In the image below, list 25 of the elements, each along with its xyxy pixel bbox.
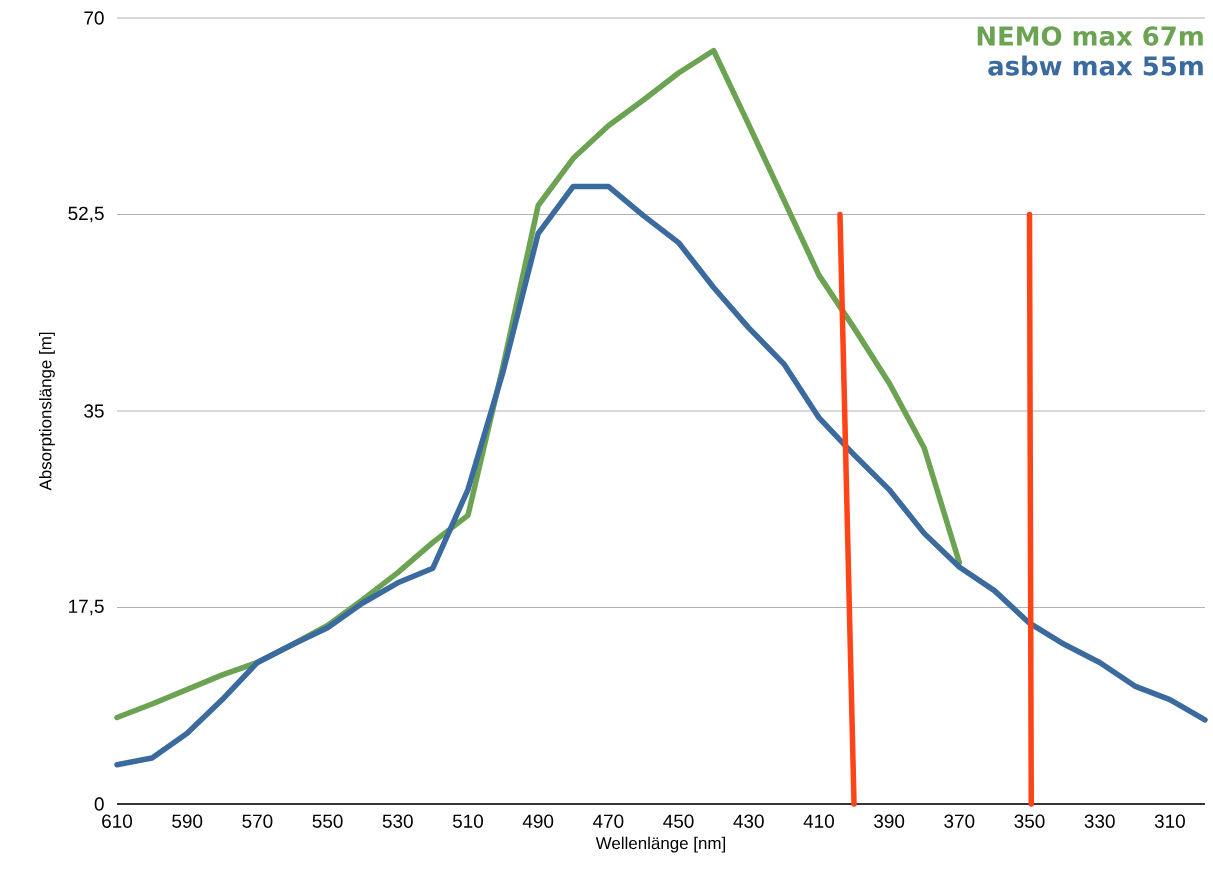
x-tick-label: 550 xyxy=(312,814,343,828)
y-tick-label: 17,5 xyxy=(69,599,104,616)
x-tick-label: 370 xyxy=(944,814,975,828)
x-tick-label: 450 xyxy=(663,814,694,828)
text: NEMO max 67m xyxy=(977,26,1203,46)
x-tick-label: 590 xyxy=(172,814,203,828)
x-tick-label: 470 xyxy=(592,814,624,828)
y-tick-label: 52,5 xyxy=(68,206,104,223)
x-tick-label: 570 xyxy=(242,814,273,828)
x-tick-label: 330 xyxy=(1084,814,1115,828)
y-tick-label: 70 xyxy=(84,11,104,25)
x-tick-label: 510 xyxy=(452,814,483,828)
y-tick-label: 35 xyxy=(84,404,104,418)
y-tick-label: 0 xyxy=(94,797,104,811)
x-tick-label: 390 xyxy=(874,814,905,828)
y-axis-title: Absorptionslänge [m] xyxy=(39,332,55,491)
x-axis-title: Wellenlänge [nm] xyxy=(595,836,726,853)
x-tick-label: 350 xyxy=(1014,814,1045,828)
x-tick-label: 310 xyxy=(1154,814,1185,828)
x-tick-label: 430 xyxy=(733,814,764,828)
x-tick-label: 530 xyxy=(382,814,413,828)
text: asbw max 55m xyxy=(988,55,1203,76)
x-tick-label: 410 xyxy=(803,814,834,828)
x-tick-label: 610 xyxy=(102,814,133,828)
x-tick-label: 490 xyxy=(522,814,554,828)
